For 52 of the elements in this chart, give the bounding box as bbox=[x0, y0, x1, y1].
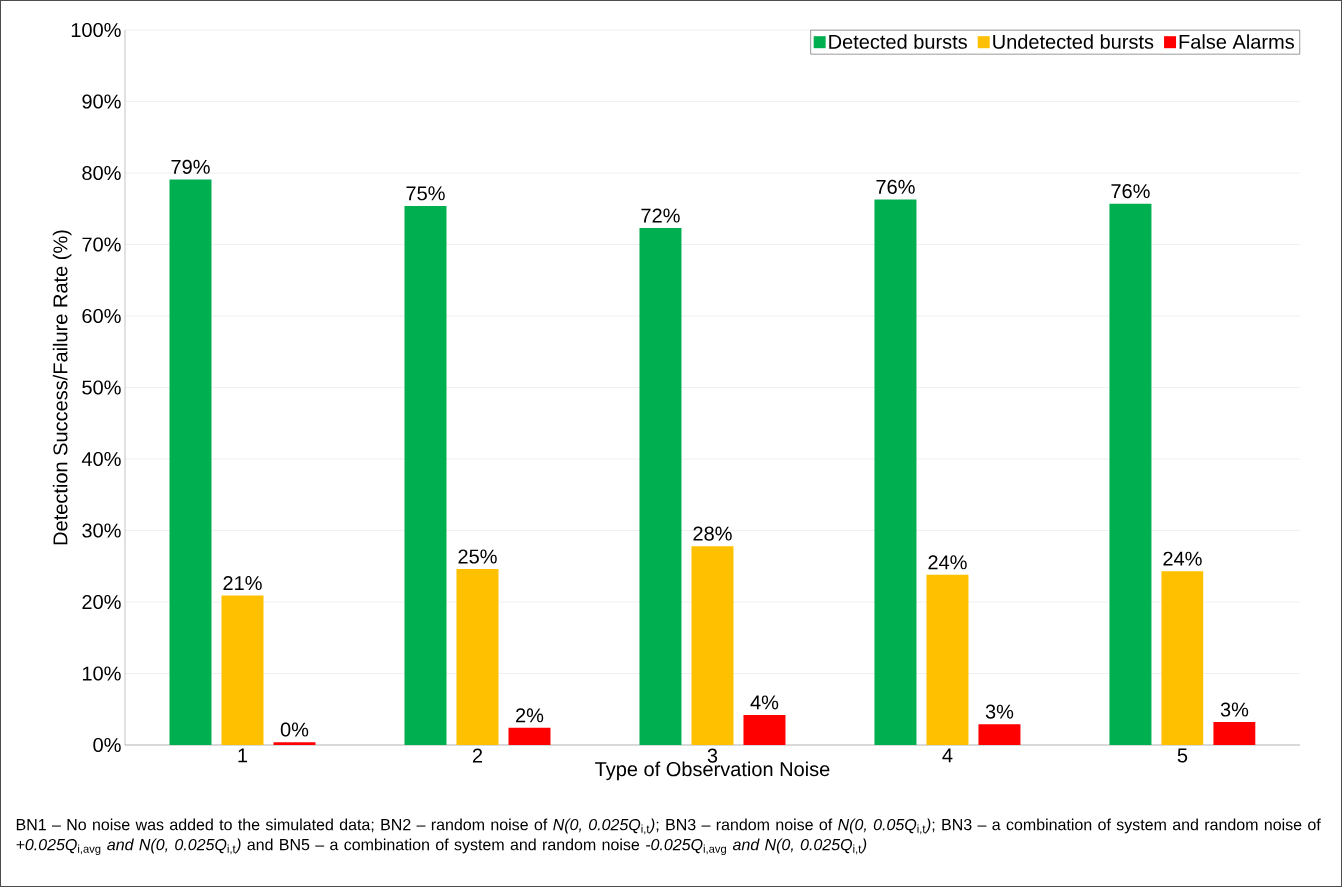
bar bbox=[874, 199, 917, 745]
bar bbox=[221, 595, 264, 745]
legend-label: Undetected bursts bbox=[993, 34, 1154, 49]
x-axis-title: Type of Observation Noise bbox=[595, 761, 830, 781]
legend-label: Detected bursts bbox=[829, 34, 967, 49]
data-label: 79% bbox=[171, 159, 210, 174]
data-label: 0% bbox=[280, 722, 309, 737]
bar bbox=[926, 574, 969, 745]
data-label: 2% bbox=[516, 708, 544, 723]
data-label: 24% bbox=[928, 555, 967, 570]
y-tick-label: 30% bbox=[82, 523, 121, 538]
y-tick-label: 40% bbox=[81, 451, 121, 467]
data-label: 28% bbox=[693, 526, 732, 541]
y-tick-label: 20% bbox=[82, 594, 121, 610]
text: BN1 – No noise was added to the simulated data; BN2 – random noise of N(0, 0.025Q$_{i,t}$); BN3 – random noise of N(0, 0.05Q$_{i,t}$); BN3 – a combination of system and random noise of +0.025Q$_{i,avg}$ and N(0, 0.025Q$_{i,t}$) and BN5 – a combination of system and random noise -0.025Q$_{i,avg}$ and N(0, 0.025Q$_{i,t}$) bbox=[16, 818, 1321, 856]
x-tick-label: 5 bbox=[1177, 748, 1188, 763]
y-tick-label: 50% bbox=[82, 380, 121, 395]
data-label: 25% bbox=[458, 549, 497, 564]
data-label: 24% bbox=[1163, 551, 1202, 566]
data-label: 4% bbox=[750, 695, 779, 710]
bar bbox=[1213, 722, 1256, 745]
y-tick-label: 100% bbox=[71, 22, 121, 38]
y-axis-title: Detection Success/Failure Rate (%) bbox=[52, 230, 72, 545]
data-label: 76% bbox=[1111, 184, 1150, 199]
bar bbox=[691, 546, 734, 745]
x-tick-label: 2 bbox=[472, 748, 483, 763]
y-tick-label: 0% bbox=[93, 737, 121, 753]
data-label: 3% bbox=[985, 704, 1014, 719]
x-tick-label: 3 bbox=[707, 748, 718, 763]
data-label: 21% bbox=[223, 575, 262, 591]
legend-label: False Alarms bbox=[1179, 34, 1294, 49]
data-label: 72% bbox=[641, 208, 680, 223]
data-label: 76% bbox=[876, 179, 915, 194]
data-label: 75% bbox=[406, 186, 445, 201]
y-tick-label: 90% bbox=[82, 94, 121, 109]
x-tick-label: 4 bbox=[942, 748, 953, 763]
y-tick-label: 60% bbox=[82, 308, 121, 324]
bar bbox=[169, 179, 212, 745]
bar bbox=[1161, 571, 1204, 745]
bar bbox=[639, 228, 682, 745]
y-tick-label: 70% bbox=[82, 237, 121, 252]
bar bbox=[743, 714, 786, 745]
bar bbox=[978, 724, 1021, 745]
bar bbox=[404, 205, 447, 745]
data-label: 3% bbox=[1220, 702, 1249, 717]
x-tick-label: 1 bbox=[238, 748, 248, 763]
y-tick-label: 10% bbox=[82, 666, 121, 681]
bar bbox=[1109, 203, 1152, 745]
y-tick-label: 80% bbox=[82, 165, 121, 181]
bar bbox=[508, 727, 551, 745]
bar bbox=[273, 742, 316, 745]
bar bbox=[456, 569, 499, 745]
